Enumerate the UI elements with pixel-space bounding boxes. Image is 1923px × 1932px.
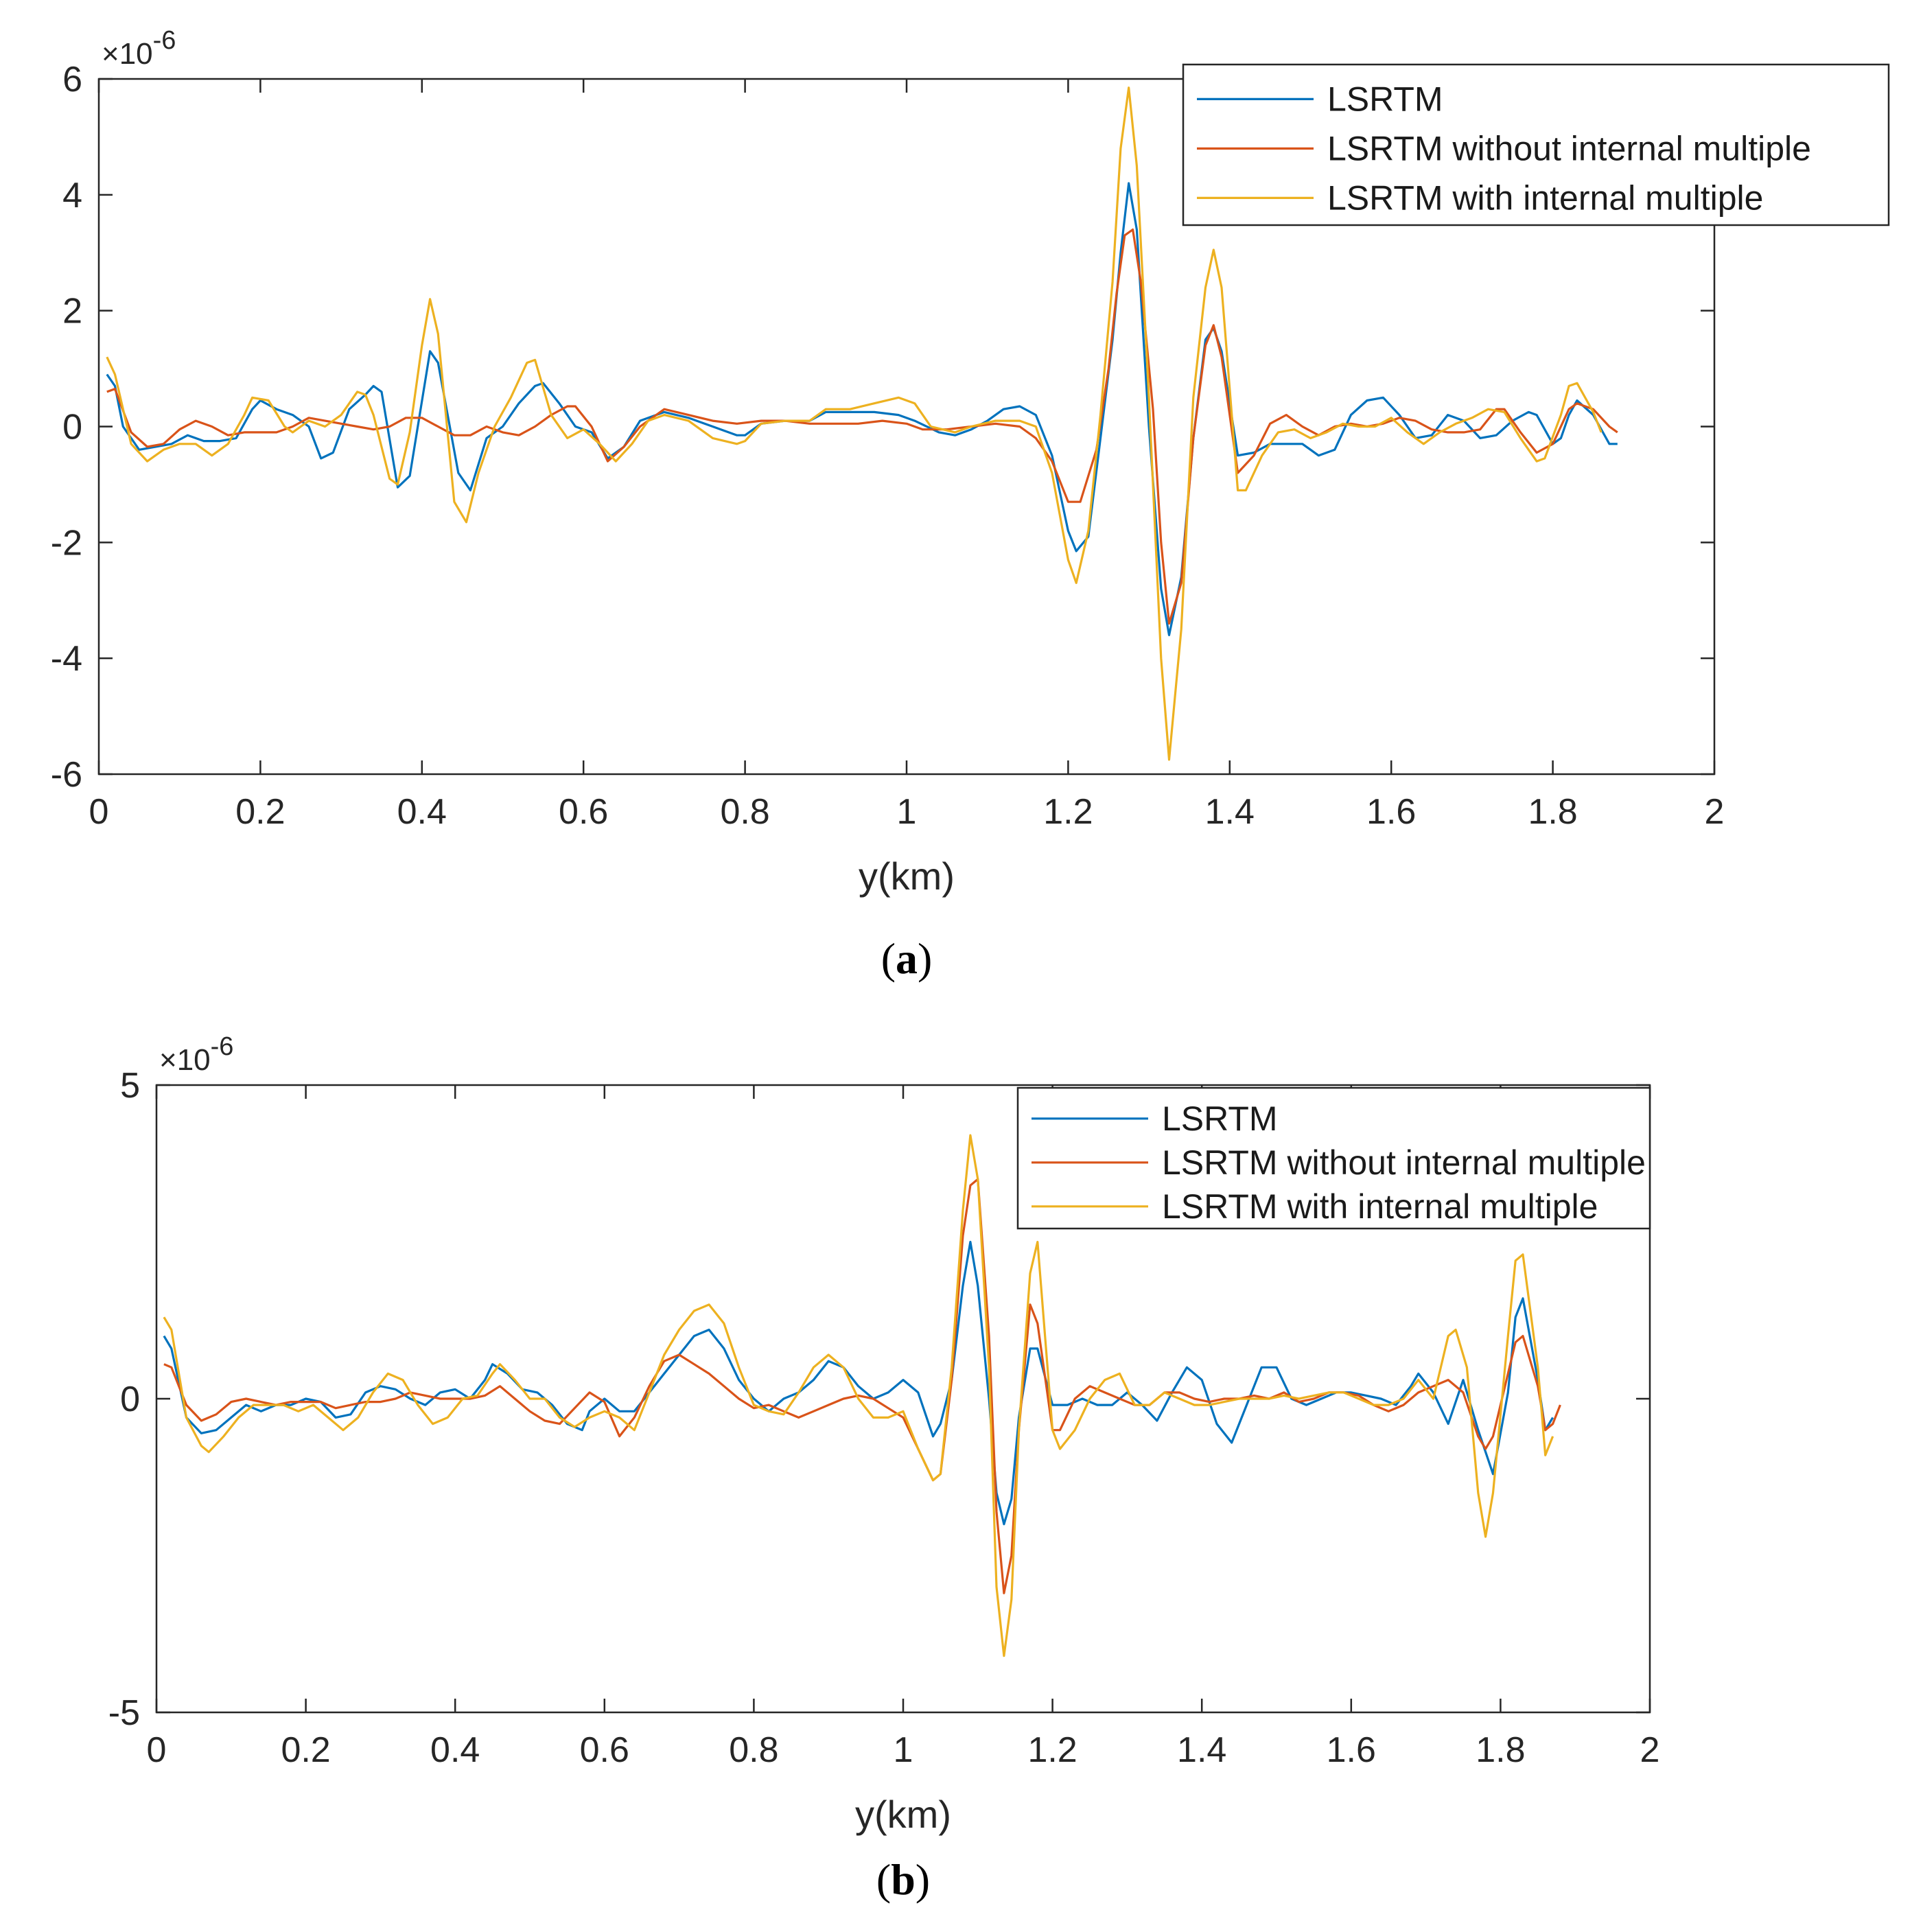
- y-tick-label: 0: [120, 1380, 140, 1419]
- legend-entry-3: LSRTM with internal multiple: [1327, 178, 1763, 217]
- x-tick-label: 1: [894, 1730, 913, 1770]
- x-tick-label: 0.6: [580, 1730, 629, 1770]
- x-tick-label: 1.2: [1043, 792, 1093, 832]
- series-line-3: [163, 1134, 1554, 1657]
- legend-entry-2: LSRTM without internal multiple: [1327, 129, 1811, 167]
- y-exponent-label: ×10-6: [159, 1032, 233, 1077]
- x-axis-label: y(km): [855, 1793, 951, 1836]
- series-group: [163, 1134, 1561, 1657]
- legend-entry-3: LSRTM with internal multiple: [1162, 1187, 1598, 1226]
- legend-box: [1016, 1086, 1651, 1230]
- x-tick-label: 0: [147, 1730, 167, 1770]
- series-group: [106, 86, 1618, 761]
- x-axis-label: y(km): [859, 854, 955, 898]
- legend-entry-2: LSRTM without internal multiple: [1162, 1143, 1646, 1182]
- x-tick-label: 0.6: [559, 792, 608, 832]
- chart-panel-b: 0 0.2 0.4 0.6 0.8 1 1.2 1.4 1.6 1.8 2-505×10-6y(km…: [108, 1032, 1660, 1904]
- y-tick-label: 4: [62, 176, 82, 216]
- y-tick-label: 5: [120, 1066, 140, 1106]
- x-tick-label: 1.8: [1476, 1730, 1525, 1770]
- x-tick-label: 1: [897, 792, 917, 832]
- x-tick-label: 0.8: [729, 1730, 778, 1770]
- panel-label: (b): [876, 1855, 930, 1904]
- x-tick-label: 0.4: [430, 1730, 480, 1770]
- x-tick-label: 0.8: [720, 792, 769, 832]
- y-tick-label: -4: [51, 639, 82, 679]
- x-tick-label: 1.4: [1205, 792, 1255, 832]
- x-tick-label: 1.4: [1177, 1730, 1226, 1770]
- legend-entry-1: LSRTM: [1162, 1099, 1278, 1138]
- y-tick-label: -6: [51, 755, 82, 795]
- panel-label: (a): [881, 934, 933, 983]
- series-line-3: [106, 86, 1602, 761]
- x-tick-label: 2: [1640, 1730, 1660, 1770]
- y-tick-label: 0: [62, 408, 82, 447]
- x-tick-label: 1.6: [1327, 1730, 1376, 1770]
- x-tick-label: 0.2: [281, 1730, 330, 1770]
- y-exponent-label: ×10-6: [102, 26, 176, 71]
- y-tick-label: 6: [62, 60, 82, 100]
- y-tick-label: 2: [62, 292, 82, 331]
- y-tick-label: -2: [51, 523, 82, 563]
- legend-entry-1: LSRTM: [1327, 80, 1443, 118]
- legend: LSRTM LSRTM without internal multiple LSRT…: [1016, 1086, 1651, 1230]
- y-tick-label: -5: [108, 1693, 140, 1733]
- x-tick-label: 1.2: [1027, 1730, 1077, 1770]
- x-tick-label: 0: [89, 792, 109, 832]
- chart-panel-a: 0 0.2 0.4 0.6 0.8 1 1.2 1.4 1.6 1.8 2 -6 -4 -2 0 2 4 6 ×10…: [51, 26, 1890, 983]
- x-tick-label: 1.6: [1366, 792, 1416, 832]
- x-tick-label: 1.8: [1528, 792, 1577, 832]
- x-tick-label: 0.4: [397, 792, 447, 832]
- x-tick-label: 2: [1705, 792, 1725, 832]
- x-tick-label: 0.2: [235, 792, 285, 832]
- legend: LSRTM LSRTM without internal multiple LSRT…: [1182, 63, 1890, 226]
